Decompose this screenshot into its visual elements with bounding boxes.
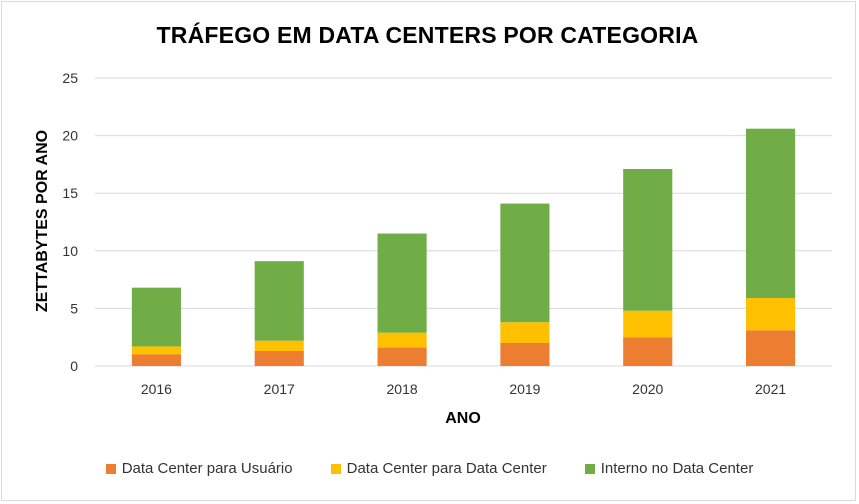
bar-2016-series-1 [131, 346, 181, 355]
y-tick-label: 25 [62, 70, 78, 86]
x-tick-label: 2017 [264, 381, 295, 397]
bar-2017-series-1 [254, 340, 304, 352]
bar-2021-series-0 [746, 330, 796, 366]
bar-2019-series-1 [500, 322, 550, 343]
x-tick-label: 2020 [632, 381, 663, 397]
gridlines [95, 77, 832, 367]
bar-2019-series-0 [500, 342, 550, 366]
bar-2018-series-2 [377, 233, 427, 333]
legend-swatch [330, 463, 341, 474]
y-tick-label: 15 [62, 185, 78, 201]
y-tick-label: 0 [70, 358, 78, 374]
bar-2021-series-2 [746, 128, 796, 299]
x-tick-label: 2019 [509, 381, 540, 397]
bar-2019-series-2 [500, 203, 550, 323]
bar-2017-series-0 [254, 351, 304, 366]
legend-item-dc-para-dc: Data Center para Data Center [330, 460, 547, 477]
x-tick-label: 2018 [387, 381, 418, 397]
y-axis-title: ZETTABYTES POR ANO [34, 130, 51, 312]
legend-label: Data Center para Data Center [346, 460, 547, 477]
y-tick-label: 5 [70, 300, 78, 316]
legend-item-interno: Interno no Data Center [584, 460, 754, 477]
legend-label: Data Center para Usuário [121, 460, 293, 477]
y-tick-label: 20 [62, 128, 78, 144]
legend-swatch [584, 463, 595, 474]
bar-2016-series-2 [131, 287, 181, 347]
bar-2018-series-1 [377, 332, 427, 348]
bar-2020-series-0 [623, 337, 673, 366]
bar-2017-series-2 [254, 261, 304, 341]
x-tick-label: 2021 [755, 381, 786, 397]
x-tick-label: 2016 [141, 381, 172, 397]
bar-2021-series-1 [746, 298, 796, 331]
legend: Data Center para Usuário Data Center par… [0, 460, 859, 477]
y-tick-label: 10 [62, 243, 78, 259]
chart-title: TRÁFEGO EM DATA CENTERS POR CATEGORIA [156, 22, 699, 48]
y-tick-labels: 0 5 10 15 20 25 [62, 70, 78, 374]
bar-2020-series-2 [623, 169, 673, 311]
bar-2016-series-0 [131, 354, 181, 366]
x-tick-labels: 2016 2017 2018 2019 2020 2021 [141, 381, 787, 397]
x-axis-title: ANO [445, 410, 481, 427]
legend-item-usuario: Data Center para Usuário [105, 460, 293, 477]
bar-stacks [131, 128, 796, 366]
bar-2020-series-1 [623, 310, 673, 338]
bar-2018-series-0 [377, 347, 427, 366]
legend-label: Interno no Data Center [600, 460, 754, 477]
legend-swatch [105, 463, 116, 474]
